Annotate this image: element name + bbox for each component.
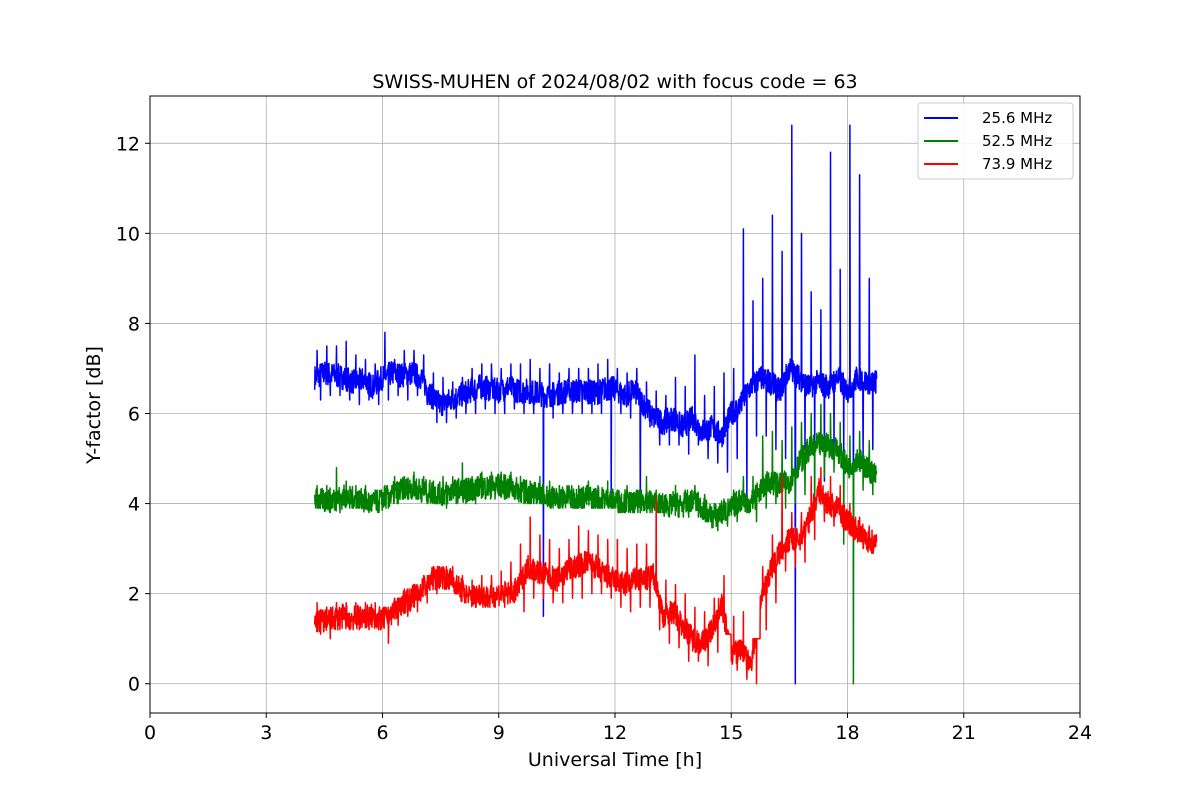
y-tick-label: 0	[128, 674, 140, 696]
series-line	[313, 466, 878, 685]
x-tick-label: 12	[603, 722, 627, 744]
legend-label: 52.5 MHz	[982, 132, 1052, 150]
y-tick-label: 10	[116, 223, 140, 245]
x-axis-label: Universal Time [h]	[528, 749, 702, 771]
y-tick-label: 2	[128, 584, 140, 606]
series-line	[313, 124, 878, 685]
series-line	[313, 403, 878, 685]
y-tick-label: 12	[116, 133, 140, 155]
y-tick-label: 8	[128, 313, 140, 335]
x-tick-label: 15	[719, 722, 743, 744]
legend-box	[917, 102, 1074, 180]
x-tick-label: 6	[376, 722, 388, 744]
legend: 25.6 MHz 52.5 MHz 73.9 MHz	[917, 102, 1074, 180]
series-25-6-mhz	[313, 124, 878, 685]
x-tick-label: 3	[260, 722, 272, 744]
chart-title: SWISS-MUHEN of 2024/08/02 with focus cod…	[372, 71, 857, 93]
x-tick-label: 21	[952, 722, 976, 744]
y-tick-label: 4	[128, 494, 140, 516]
x-tick-label: 24	[1068, 722, 1092, 744]
series-52-5-mhz	[313, 403, 878, 685]
legend-label: 73.9 MHz	[982, 155, 1052, 173]
x-tick-label: 0	[144, 722, 156, 744]
x-tick-label: 18	[835, 722, 859, 744]
series-73-9-mhz	[313, 466, 878, 685]
legend-label: 25.6 MHz	[982, 109, 1052, 127]
y-tick-label: 6	[128, 404, 140, 426]
series-group	[313, 124, 878, 685]
y-axis-label: Y-factor [dB]	[83, 346, 105, 465]
x-tick-label: 9	[493, 722, 505, 744]
